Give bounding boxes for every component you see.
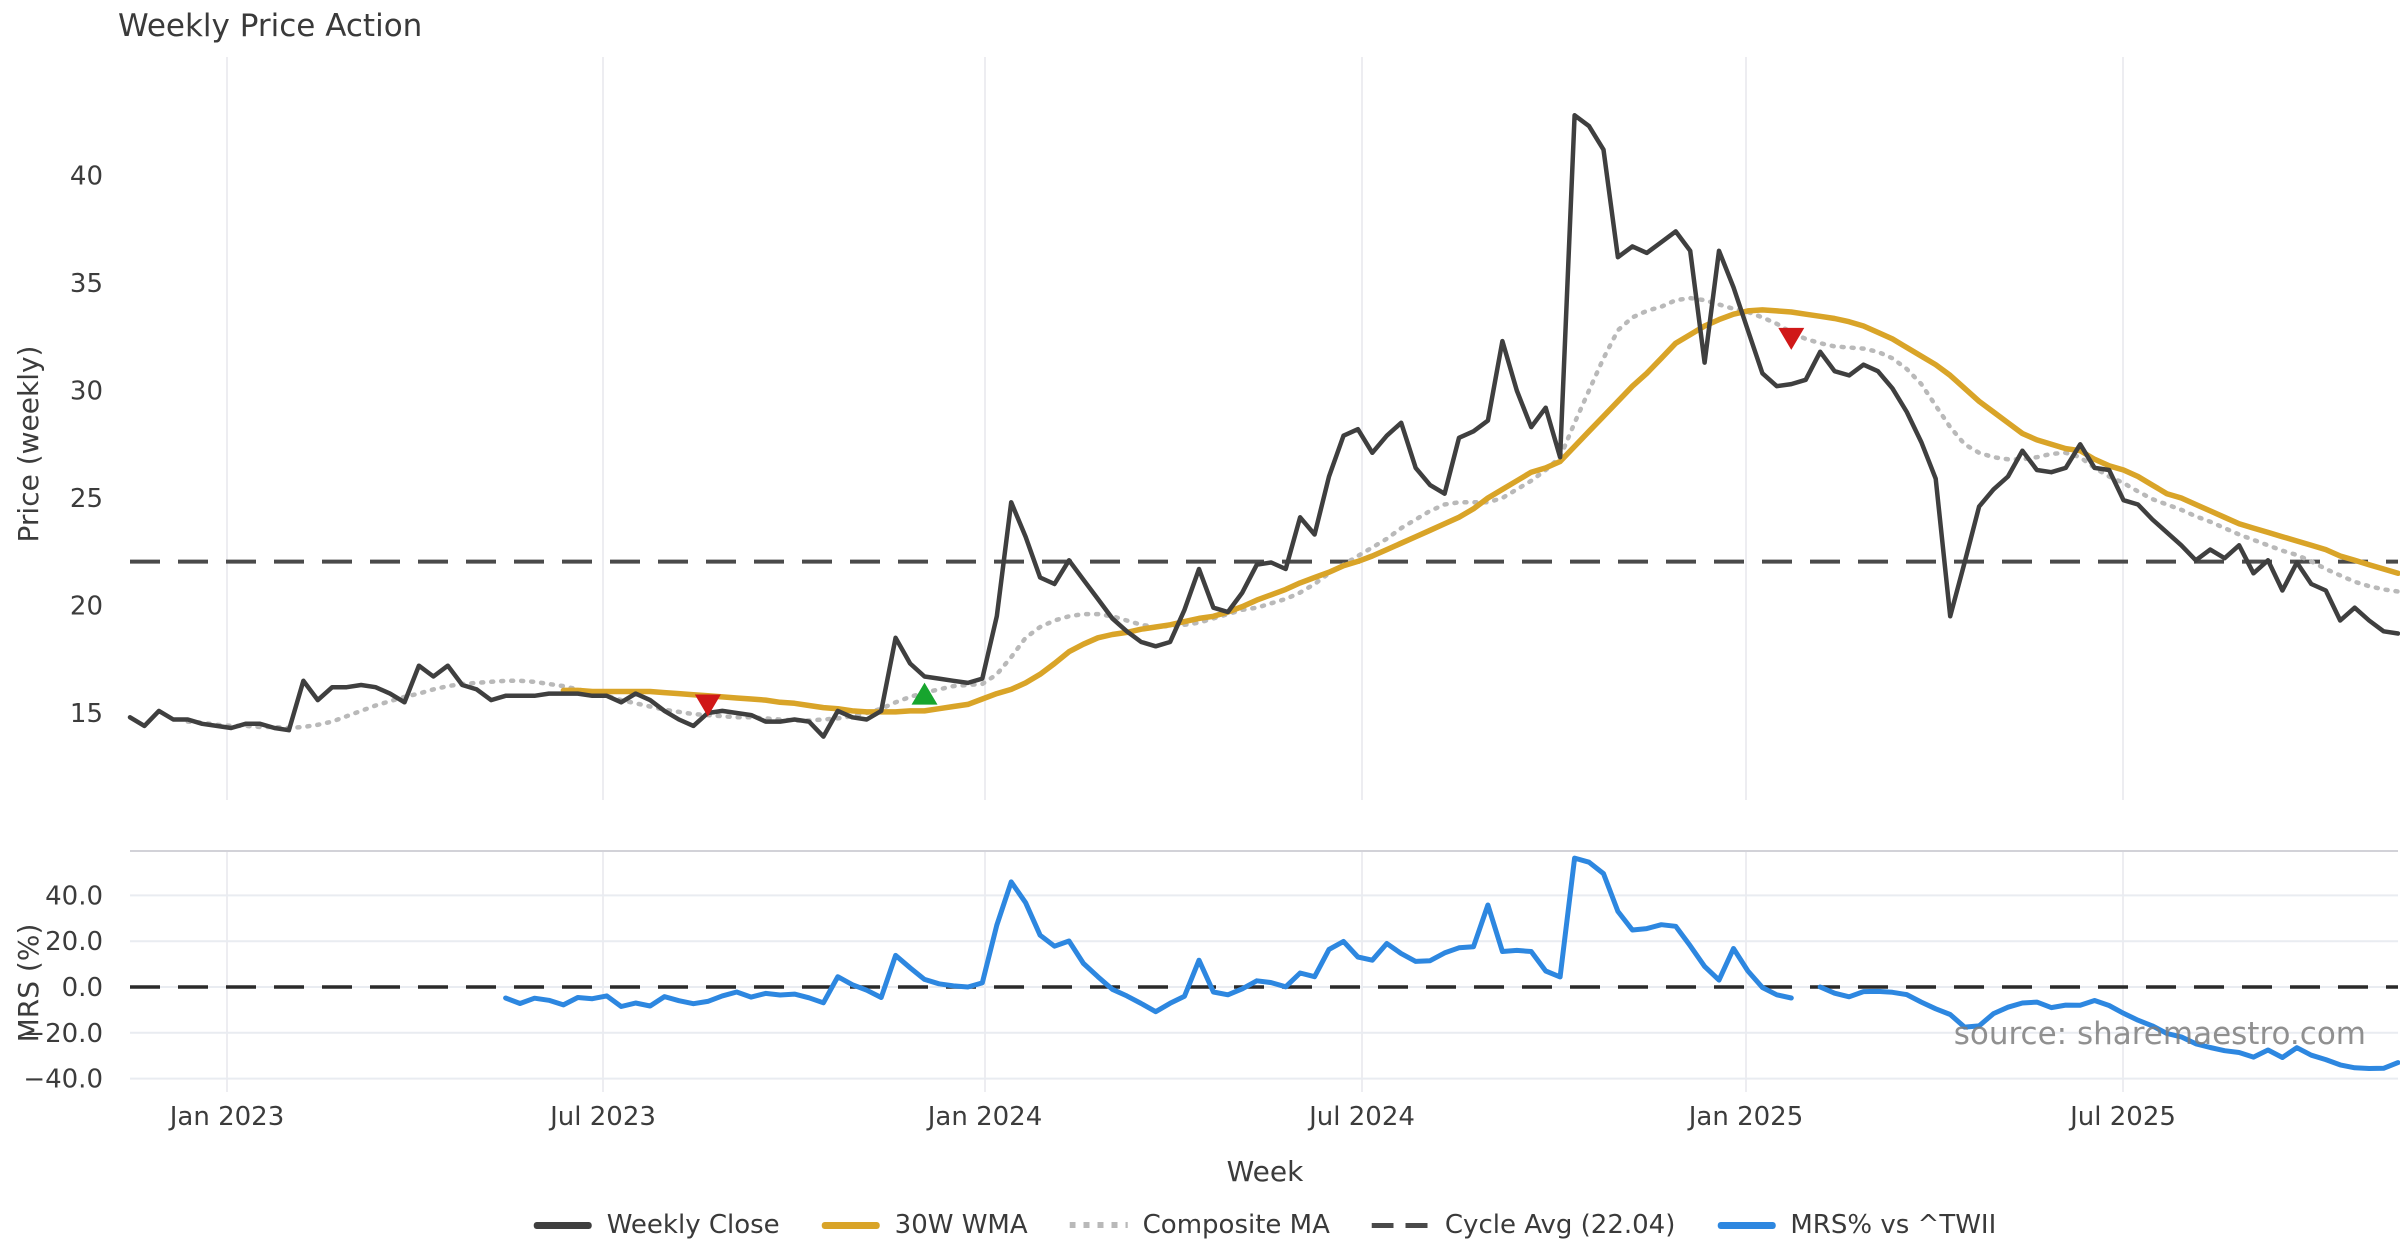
mrs-tick-label: −20.0 <box>23 1019 103 1049</box>
legend-swatch-icon <box>1069 1222 1128 1228</box>
legend-swatch-icon <box>821 1221 880 1229</box>
price-tick-label: 20 <box>70 592 103 622</box>
x-tick-label: Jul 2024 <box>1307 1102 1415 1132</box>
mrs-axis-label: MRS (%) <box>12 924 45 1043</box>
mrs-axis-tick-labels: 40.0 20.0 0.0 −20.0 −40.0 <box>23 881 103 1094</box>
legend-swatch-icon <box>533 1221 592 1229</box>
legend-label: MRS% vs ^TWII <box>1790 1210 1997 1240</box>
legend-label: 30W WMA <box>894 1210 1028 1240</box>
x-tick-label: Jul 2025 <box>2068 1102 2176 1132</box>
vertical-gridlines <box>226 57 2124 1092</box>
x-axis-tick-labels: Jan 2023 Jul 2023 Jan 2024 Jul 2024 Jan 2025… <box>168 1102 2176 1132</box>
composite-ma-line <box>185 295 2400 731</box>
legend-item: 30W WMA <box>821 1210 1028 1240</box>
legend-item: Cycle Avg (22.04) <box>1371 1210 1676 1240</box>
legend-label: Weekly Close <box>606 1210 780 1240</box>
price-tick-label: 25 <box>70 484 103 514</box>
legend-label: Composite MA <box>1142 1210 1330 1240</box>
x-tick-label: Jan 2025 <box>1687 1102 1804 1132</box>
legend-item: Composite MA <box>1069 1210 1330 1240</box>
signal-markers <box>694 327 1805 717</box>
buy-signal-icon <box>911 682 938 705</box>
x-tick-label: Jan 2023 <box>168 1102 285 1132</box>
price-tick-label: 30 <box>70 377 103 407</box>
price-tick-label: 35 <box>70 269 103 299</box>
mrs-line <box>503 855 2400 1071</box>
x-tick-label: Jul 2023 <box>548 1102 656 1132</box>
legend-swatch-icon <box>1371 1222 1430 1228</box>
weekly-close-line <box>127 113 2400 739</box>
legend-item: Weekly Close <box>533 1210 780 1240</box>
mrs-tick-label: −40.0 <box>23 1065 103 1095</box>
chart-legend: Weekly Close 30W WMA Composite MA Cycle Avg… <box>533 1210 1996 1240</box>
x-axis-label: Week <box>1227 1155 1304 1188</box>
price-tick-label: 40 <box>70 162 103 192</box>
price-tick-label: 15 <box>70 699 103 729</box>
sell-signal-icon <box>1778 327 1805 350</box>
wma-30w-line <box>560 307 2400 715</box>
sell-signal-icon <box>694 694 721 717</box>
legend-swatch-icon <box>1717 1221 1776 1229</box>
mrs-tick-label: 20.0 <box>45 927 103 957</box>
price-axis-tick-labels: 15 20 25 30 35 40 <box>70 162 103 730</box>
mrs-tick-label: 40.0 <box>45 881 103 911</box>
mrs-tick-label: 0.0 <box>62 973 103 1003</box>
price-axis-label: Price (weekly) <box>12 346 45 543</box>
watermark: source: sharemaestro.com <box>1953 1016 2366 1052</box>
chart-title: Weekly Price Action <box>118 8 423 44</box>
x-tick-label: Jan 2024 <box>926 1102 1043 1132</box>
legend-item: MRS% vs ^TWII <box>1717 1210 1996 1240</box>
legend-label: Cycle Avg (22.04) <box>1444 1210 1676 1240</box>
